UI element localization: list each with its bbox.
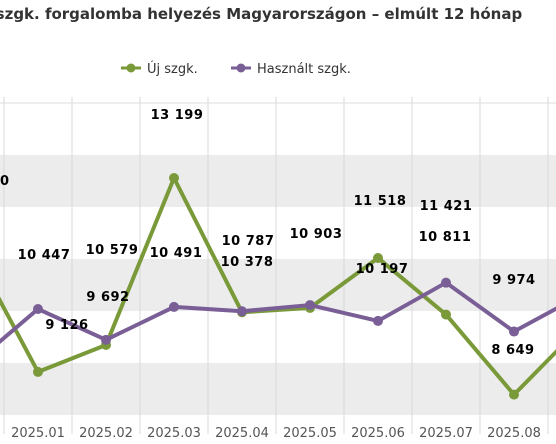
x-tick-label: 2025.07 <box>419 426 473 441</box>
data-point[interactable] <box>33 304 43 315</box>
x-tick-label: 2025.05 <box>283 426 337 441</box>
legend-item-hasznalt[interactable]: Használt szgk. <box>231 62 351 77</box>
series-line-hasznalt <box>0 280 556 345</box>
data-point[interactable] <box>509 389 519 400</box>
x-tick-label: 2025.03 <box>147 426 201 441</box>
data-label: 10 197 <box>356 262 409 277</box>
data-point[interactable] <box>509 326 519 337</box>
data-label: 11 421 <box>420 199 473 214</box>
x-tick-label: 2025.01 <box>11 426 65 441</box>
legend-item-uj[interactable]: Új szgk. <box>121 61 198 77</box>
plot-background-bands <box>0 102 556 416</box>
data-point[interactable] <box>237 306 247 317</box>
data-label: 13 199 <box>151 108 204 123</box>
data-label: 10 447 <box>18 248 71 263</box>
series-layer <box>0 172 556 400</box>
x-tick-label: 2025.02 <box>79 426 133 441</box>
legend-label: Használt szgk. <box>257 62 351 77</box>
x-tick-label: 2025.04 <box>215 426 269 441</box>
band <box>0 259 556 311</box>
data-point[interactable] <box>169 172 179 183</box>
band <box>0 363 556 415</box>
legend[interactable]: Új szgk. Használt szgk. <box>121 61 351 77</box>
data-labels: 9 126 9 692 13 199 10 378 11 518 8 649 10 447 1… <box>0 108 535 358</box>
band <box>0 103 556 155</box>
data-label: 10 787 <box>222 234 275 249</box>
band <box>0 155 556 207</box>
data-label: 10 378 <box>221 255 274 270</box>
x-tick-label: 2025.06 <box>351 426 405 441</box>
data-label: 10 579 <box>86 243 139 258</box>
data-point[interactable] <box>441 309 451 320</box>
data-point[interactable] <box>373 253 383 264</box>
data-point[interactable] <box>169 301 179 312</box>
legend-marker-icon <box>126 63 136 73</box>
legend-label: Új szgk. <box>147 61 198 77</box>
chart-title: Új és használt szgk. forgalomba helyezés… <box>0 4 522 23</box>
data-point[interactable] <box>101 334 111 345</box>
vertical-gridlines <box>3 97 549 434</box>
data-label: 9 692 <box>86 290 129 305</box>
data-label: 8 649 <box>491 343 534 358</box>
x-tick-label: 2025.08 <box>487 426 541 441</box>
data-point[interactable] <box>441 277 451 288</box>
data-label: 10 903 <box>290 227 343 242</box>
band <box>0 207 556 259</box>
data-label: 10 811 <box>419 230 472 245</box>
data-label-partial: 0 <box>0 174 10 189</box>
data-point[interactable] <box>33 366 43 377</box>
data-point[interactable] <box>305 300 315 311</box>
x-axis: 2025.01 2025.02 2025.03 2025.04 2025.05 2025.… <box>11 426 556 441</box>
legend-marker-icon <box>236 63 246 73</box>
data-label: 9 126 <box>45 318 88 333</box>
data-label: 10 491 <box>150 246 203 261</box>
data-label: 11 518 <box>354 194 407 209</box>
data-point[interactable] <box>373 315 383 326</box>
band <box>0 415 556 416</box>
data-label: 9 974 <box>492 273 535 288</box>
